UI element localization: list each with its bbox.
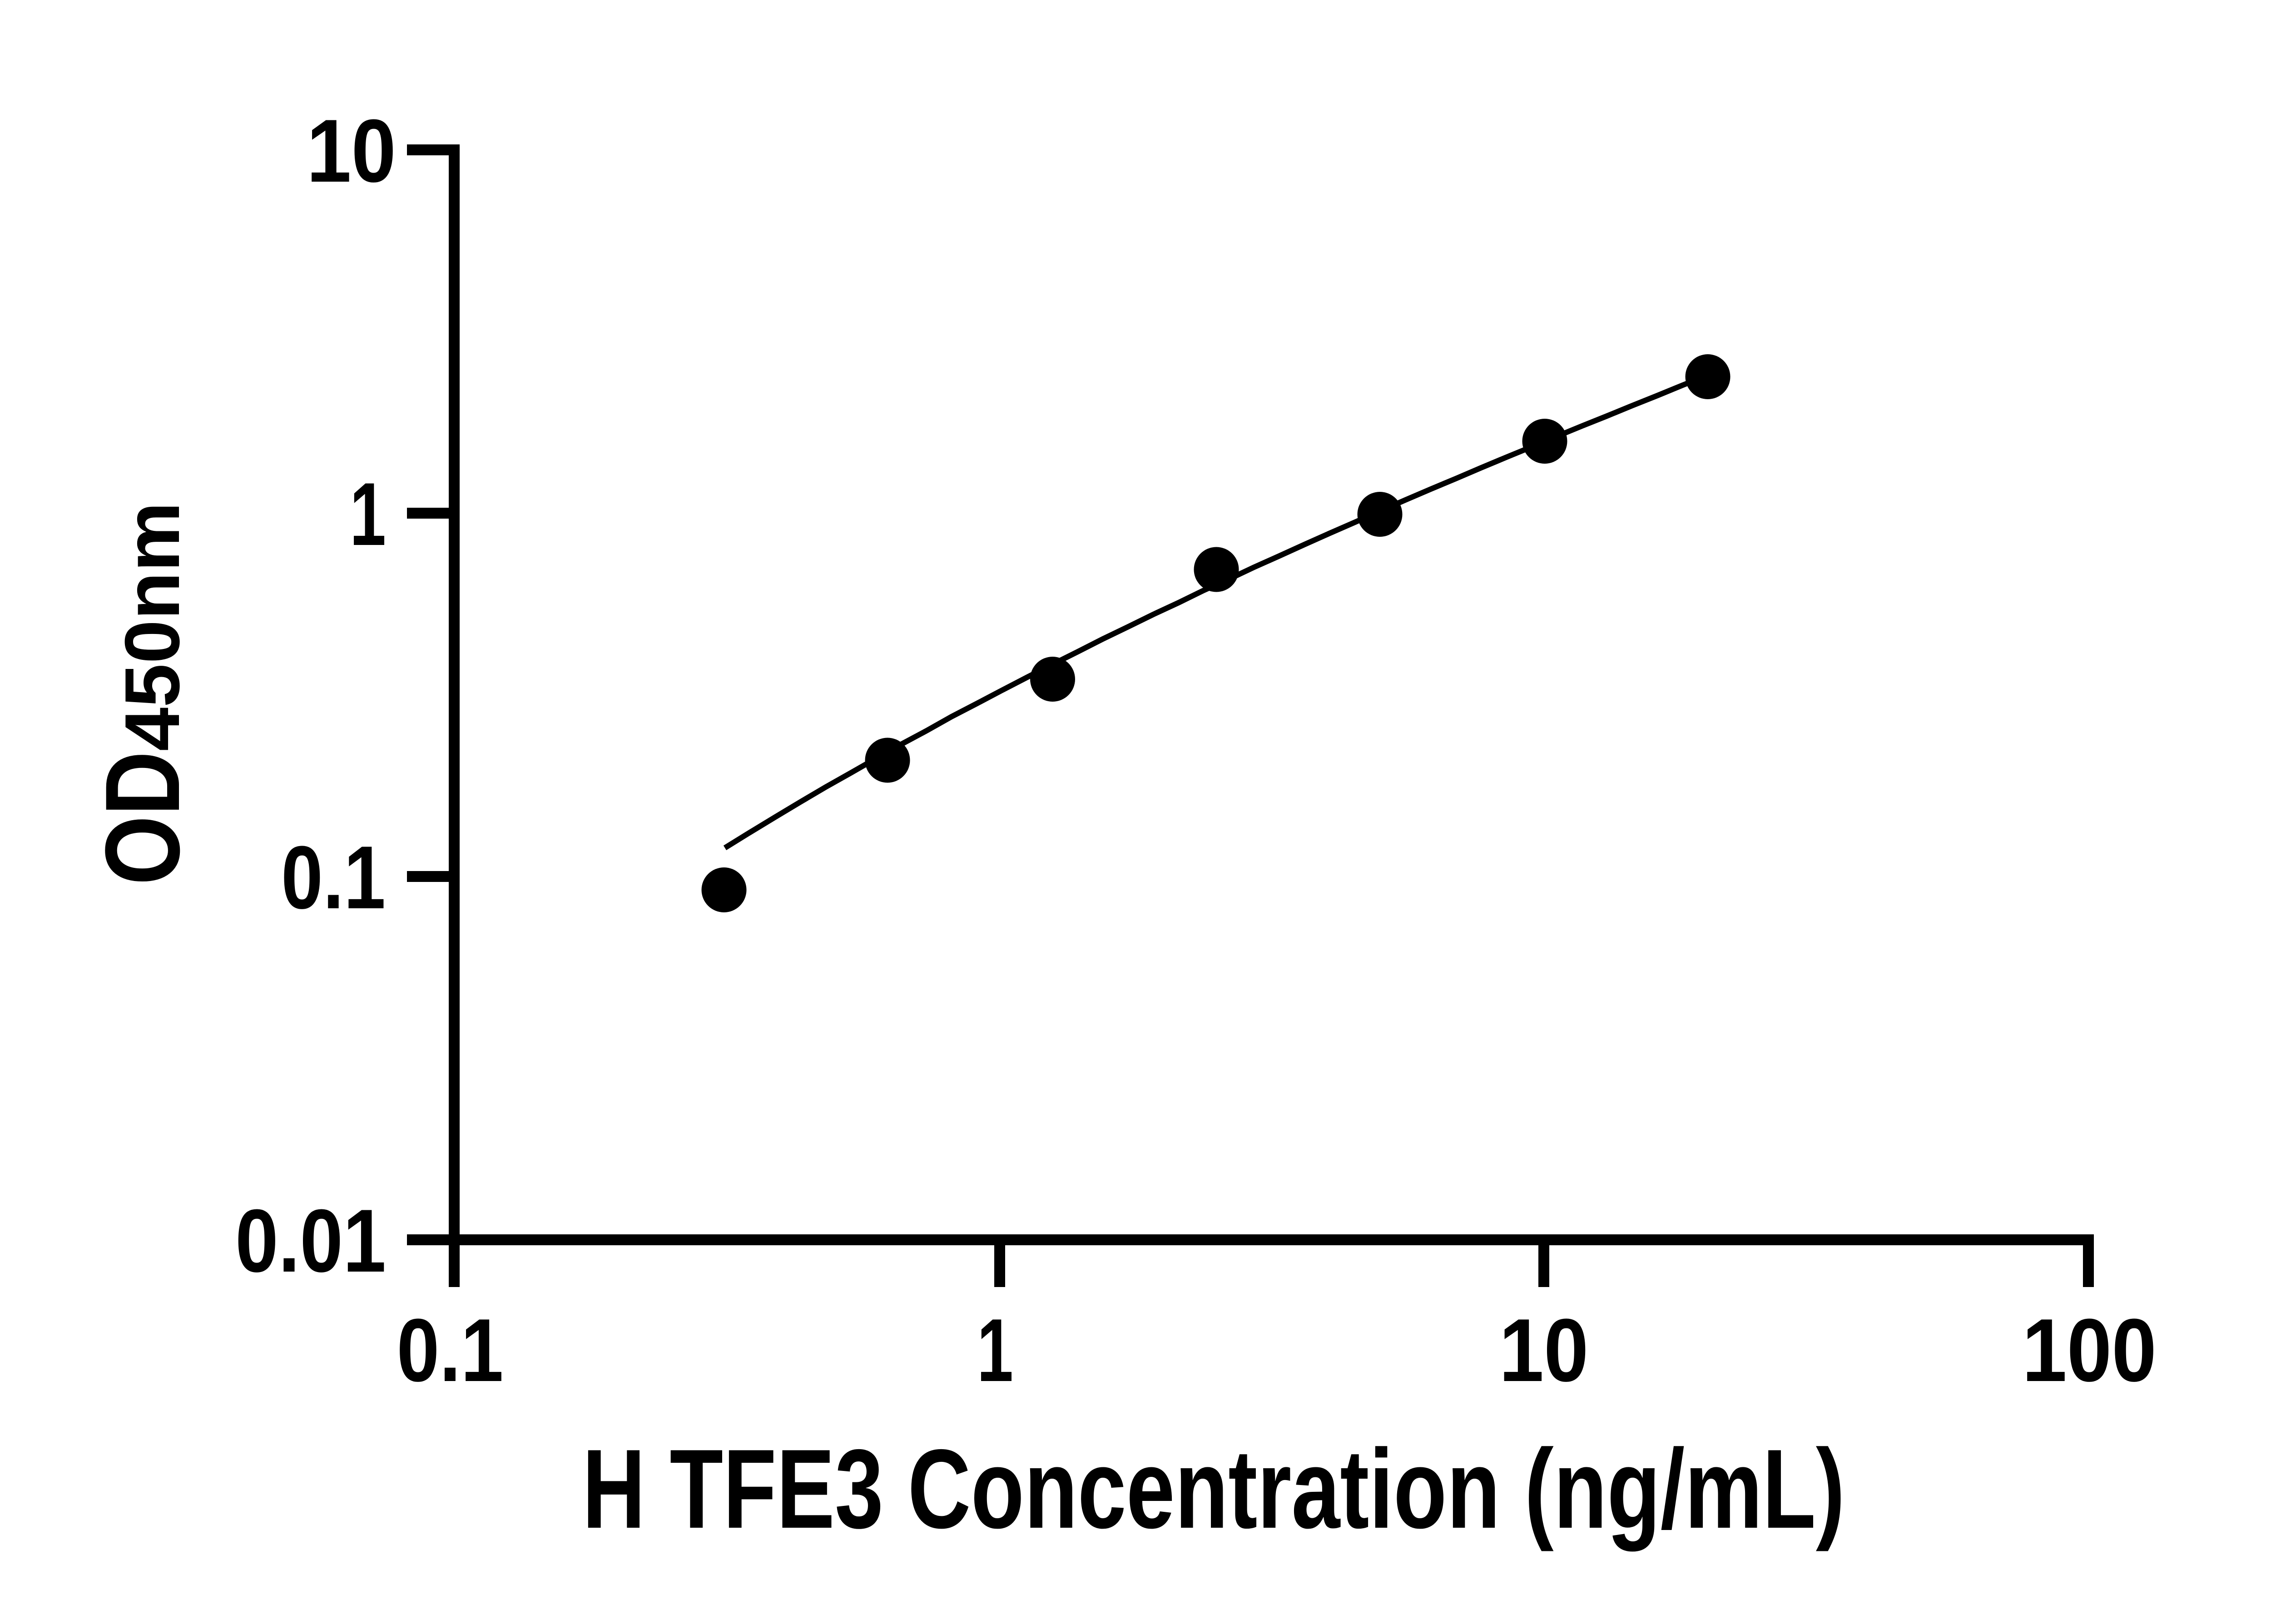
svg-text:OD450nm: OD450nm xyxy=(84,502,202,885)
svg-text:0.1: 0.1 xyxy=(281,827,386,927)
svg-text:0.01: 0.01 xyxy=(235,1191,386,1291)
svg-text:0.1: 0.1 xyxy=(397,1300,504,1400)
svg-text:1: 1 xyxy=(350,464,386,564)
svg-text:100: 100 xyxy=(2022,1300,2157,1400)
svg-text:1: 1 xyxy=(977,1300,1013,1400)
svg-text:10: 10 xyxy=(1499,1300,1589,1400)
svg-text:10: 10 xyxy=(307,101,396,201)
svg-text:H TFE3 Concentration (ng/mL): H TFE3 Concentration (ng/mL) xyxy=(582,1426,1845,1552)
